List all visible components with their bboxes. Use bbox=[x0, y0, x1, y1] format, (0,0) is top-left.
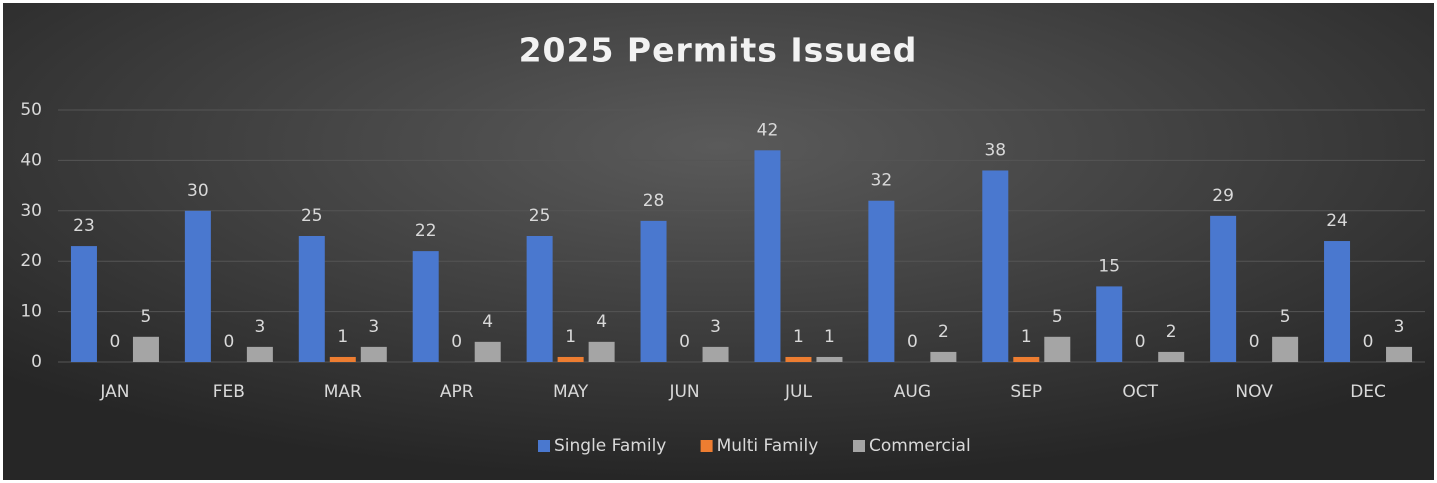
bar bbox=[1013, 356, 1040, 362]
background bbox=[3, 3, 1434, 480]
data-label: 25 bbox=[529, 206, 551, 226]
y-tick-label: 0 bbox=[31, 352, 42, 372]
data-label: 3 bbox=[254, 317, 265, 337]
data-label: 2 bbox=[1166, 322, 1177, 342]
data-label: 1 bbox=[337, 327, 348, 347]
data-label: 28 bbox=[643, 191, 665, 211]
x-tick-label: APR bbox=[440, 382, 474, 402]
bar bbox=[982, 170, 1009, 362]
bar bbox=[557, 356, 584, 362]
data-label: 0 bbox=[1363, 332, 1374, 352]
x-tick-label: FEB bbox=[213, 382, 245, 402]
chart-title: 2025 Permits Issued bbox=[519, 31, 918, 70]
bar bbox=[1272, 336, 1299, 362]
data-label: 5 bbox=[1052, 307, 1063, 327]
bar bbox=[1044, 336, 1071, 362]
x-tick-label: JUL bbox=[784, 382, 812, 402]
data-label: 0 bbox=[451, 332, 462, 352]
data-label: 0 bbox=[1135, 332, 1146, 352]
x-tick-label: SEP bbox=[1010, 382, 1042, 402]
data-label: 1 bbox=[1021, 327, 1032, 347]
data-label: 0 bbox=[1249, 332, 1260, 352]
legend-swatch bbox=[700, 440, 713, 452]
data-label: 30 bbox=[187, 181, 209, 201]
bar bbox=[785, 356, 812, 362]
bar bbox=[1158, 351, 1185, 362]
data-label: 0 bbox=[907, 332, 918, 352]
data-label: 32 bbox=[871, 171, 893, 191]
data-label: 0 bbox=[679, 332, 690, 352]
data-label: 22 bbox=[415, 221, 437, 241]
bar bbox=[246, 346, 273, 362]
legend-swatch bbox=[853, 440, 865, 452]
bar bbox=[1324, 241, 1351, 362]
legend-label: Multi Family bbox=[717, 436, 819, 456]
data-label: 0 bbox=[223, 332, 234, 352]
x-tick-label: JAN bbox=[99, 382, 129, 402]
bar bbox=[70, 246, 97, 362]
bar bbox=[588, 341, 615, 362]
x-tick-label: MAR bbox=[324, 382, 362, 402]
data-label: 2 bbox=[938, 322, 949, 342]
bar bbox=[754, 150, 781, 362]
x-tick-label: JUN bbox=[668, 382, 699, 402]
data-label: 5 bbox=[1280, 307, 1291, 327]
data-label: 25 bbox=[301, 206, 323, 226]
data-label: 24 bbox=[1326, 211, 1348, 231]
data-label: 23 bbox=[73, 216, 95, 236]
bar bbox=[132, 336, 159, 362]
data-label: 1 bbox=[824, 327, 835, 347]
bar bbox=[1386, 346, 1413, 362]
data-label: 3 bbox=[368, 317, 379, 337]
bar bbox=[329, 356, 356, 362]
bar bbox=[412, 251, 439, 362]
data-label: 1 bbox=[793, 327, 804, 347]
data-label: 0 bbox=[110, 332, 121, 352]
bar bbox=[868, 200, 895, 362]
legend-swatch bbox=[538, 440, 550, 452]
bar bbox=[1096, 286, 1123, 362]
x-tick-label: MAY bbox=[553, 382, 589, 402]
y-tick-label: 20 bbox=[20, 251, 42, 271]
bar bbox=[526, 236, 553, 362]
data-label: 29 bbox=[1212, 186, 1234, 206]
data-label: 5 bbox=[141, 307, 152, 327]
bar bbox=[702, 346, 729, 362]
data-label: 3 bbox=[1394, 317, 1405, 337]
data-label: 38 bbox=[984, 140, 1006, 160]
x-tick-label: OCT bbox=[1122, 382, 1158, 402]
y-tick-label: 10 bbox=[20, 302, 42, 322]
legend-label: Commercial bbox=[869, 436, 971, 456]
data-label: 15 bbox=[1098, 256, 1120, 276]
y-tick-label: 40 bbox=[20, 150, 42, 170]
bar bbox=[474, 341, 501, 362]
x-tick-label: AUG bbox=[894, 382, 931, 402]
x-tick-label: DEC bbox=[1350, 382, 1386, 402]
data-label: 3 bbox=[710, 317, 721, 337]
bar bbox=[930, 351, 957, 362]
data-label: 4 bbox=[596, 312, 607, 332]
bar bbox=[298, 236, 325, 362]
x-tick-label: NOV bbox=[1235, 382, 1273, 402]
bar bbox=[640, 220, 667, 362]
legend-label: Single Family bbox=[554, 436, 666, 456]
data-label: 42 bbox=[757, 120, 779, 140]
bar bbox=[360, 346, 387, 362]
bar bbox=[1210, 215, 1237, 362]
bar bbox=[184, 210, 211, 362]
data-label: 1 bbox=[565, 327, 576, 347]
y-tick-label: 30 bbox=[20, 201, 42, 221]
y-tick-label: 50 bbox=[20, 100, 42, 120]
data-label: 4 bbox=[482, 312, 493, 332]
bar bbox=[816, 356, 843, 362]
